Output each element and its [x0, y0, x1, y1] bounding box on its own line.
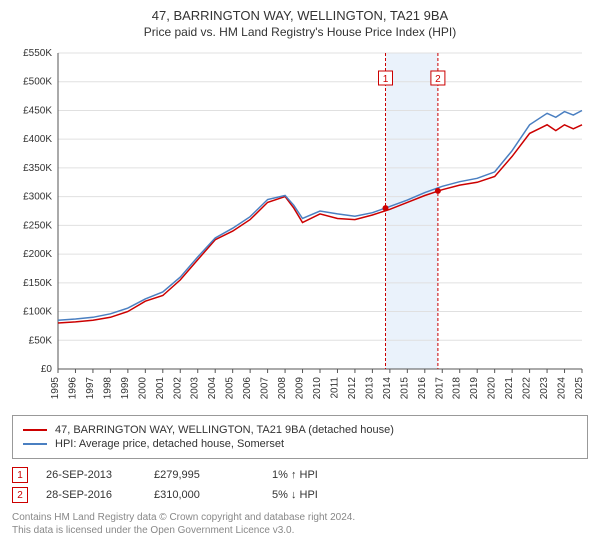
svg-text:2009: 2009: [295, 377, 306, 400]
legend-swatch-property: [23, 429, 47, 431]
svg-text:£350K: £350K: [23, 163, 52, 174]
svg-text:£50K: £50K: [29, 335, 53, 346]
svg-text:2011: 2011: [329, 377, 340, 399]
svg-text:£450K: £450K: [23, 105, 52, 116]
svg-text:2002: 2002: [172, 377, 183, 400]
svg-text:£150K: £150K: [23, 278, 52, 289]
svg-text:2004: 2004: [207, 377, 218, 400]
svg-text:2017: 2017: [434, 377, 445, 400]
svg-text:£500K: £500K: [23, 77, 52, 88]
data-point-delta: 5% ↓ HPI: [272, 489, 372, 501]
data-point-row: 1 26-SEP-2013 £279,995 1% ↑ HPI: [12, 467, 588, 483]
svg-text:2000: 2000: [137, 377, 148, 400]
legend-label-property: 47, BARRINGTON WAY, WELLINGTON, TA21 9BA…: [55, 424, 394, 436]
svg-text:2022: 2022: [522, 377, 533, 400]
legend-swatch-hpi: [23, 443, 47, 445]
svg-text:1: 1: [383, 74, 389, 85]
legend-box: 47, BARRINGTON WAY, WELLINGTON, TA21 9BA…: [12, 415, 588, 459]
svg-text:2016: 2016: [417, 377, 428, 400]
svg-text:2001: 2001: [155, 377, 166, 400]
data-point-row: 2 28-SEP-2016 £310,000 5% ↓ HPI: [12, 487, 588, 503]
svg-text:2018: 2018: [452, 377, 463, 400]
svg-text:1999: 1999: [120, 377, 131, 400]
svg-text:£200K: £200K: [23, 249, 52, 260]
svg-text:£400K: £400K: [23, 134, 52, 145]
svg-text:2006: 2006: [242, 377, 253, 400]
data-point-delta: 1% ↑ HPI: [272, 469, 372, 481]
chart-svg: £0 £50K £100K £150K £200K £250K £300K £350K £400…: [12, 47, 588, 407]
svg-text:2023: 2023: [539, 377, 550, 400]
svg-text:2013: 2013: [364, 377, 375, 400]
svg-text:2025: 2025: [574, 377, 585, 400]
svg-text:2008: 2008: [277, 377, 288, 400]
legend-label-hpi: HPI: Average price, detached house, Some…: [55, 438, 284, 450]
svg-text:2005: 2005: [225, 377, 236, 400]
svg-text:2015: 2015: [399, 377, 410, 400]
data-point-marker: 1: [12, 467, 28, 483]
data-point-date: 26-SEP-2013: [46, 469, 136, 481]
svg-text:2024: 2024: [557, 377, 568, 400]
chart-subtitle: Price paid vs. HM Land Registry's House …: [12, 25, 588, 39]
data-points-section: 1 26-SEP-2013 £279,995 1% ↑ HPI 2 28-SEP…: [12, 467, 588, 503]
legend-item-hpi: HPI: Average price, detached house, Some…: [23, 438, 577, 450]
svg-text:2021: 2021: [504, 377, 515, 400]
svg-text:2: 2: [435, 74, 441, 85]
svg-text:1995: 1995: [50, 377, 61, 400]
data-point-price: £310,000: [154, 489, 254, 501]
data-point-date: 28-SEP-2016: [46, 489, 136, 501]
svg-text:1998: 1998: [102, 377, 113, 400]
svg-text:£250K: £250K: [23, 220, 52, 231]
svg-text:2012: 2012: [347, 377, 358, 400]
svg-text:2020: 2020: [487, 377, 498, 400]
chart-area: £0 £50K £100K £150K £200K £250K £300K £350K £400…: [12, 47, 588, 407]
legend-item-property: 47, BARRINGTON WAY, WELLINGTON, TA21 9BA…: [23, 424, 577, 436]
svg-text:£550K: £550K: [23, 48, 52, 59]
svg-text:2003: 2003: [190, 377, 201, 400]
svg-text:2010: 2010: [312, 377, 323, 400]
data-point-marker: 2: [12, 487, 28, 503]
svg-text:1997: 1997: [85, 377, 96, 400]
svg-text:2014: 2014: [382, 377, 393, 400]
svg-text:£0: £0: [41, 364, 53, 375]
footer-line1: Contains HM Land Registry data © Crown c…: [12, 511, 588, 524]
footer: Contains HM Land Registry data © Crown c…: [12, 511, 588, 537]
data-point-price: £279,995: [154, 469, 254, 481]
svg-text:2019: 2019: [469, 377, 480, 400]
footer-line2: This data is licensed under the Open Gov…: [12, 524, 588, 537]
svg-text:£300K: £300K: [23, 192, 52, 203]
chart-title: 47, BARRINGTON WAY, WELLINGTON, TA21 9BA: [12, 8, 588, 23]
svg-text:1996: 1996: [67, 377, 78, 400]
svg-text:2007: 2007: [260, 377, 271, 400]
svg-text:£100K: £100K: [23, 307, 52, 318]
